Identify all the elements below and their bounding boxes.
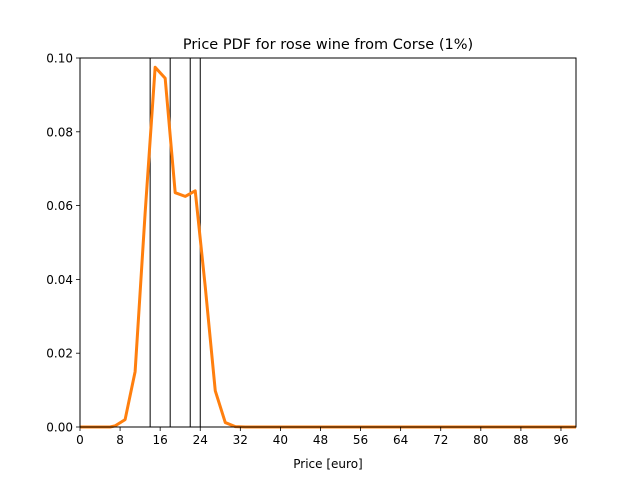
x-tick-label: 40 [273,433,288,447]
x-tick-label: 8 [116,433,124,447]
y-tick-label: 0.00 [46,421,73,435]
x-tick-label: 48 [313,433,328,447]
x-tick-label: 80 [473,433,488,447]
y-tick-label: 0.08 [46,125,73,139]
y-tick-label: 0.06 [46,199,73,213]
x-tick-label: 32 [233,433,248,447]
y-axis: 0.00 0.02 0.04 0.06 0.08 0.10 [46,52,80,435]
x-tick-label: 0 [76,433,84,447]
y-tick-label: 0.04 [46,273,73,287]
y-tick-label: 0.10 [46,52,73,66]
x-tick-label: 64 [393,433,408,447]
x-tick-label: 96 [553,433,568,447]
chart-title: Price PDF for rose wine from Corse (1%) [183,37,473,53]
x-axis-label: Price [euro] [293,457,362,471]
x-tick-label: 88 [513,433,528,447]
x-tick-label: 24 [193,433,208,447]
x-tick-label: 56 [353,433,368,447]
x-tick-label: 72 [433,433,448,447]
x-axis: 0 8 16 24 32 40 48 56 64 72 80 88 96 [76,427,569,447]
plot-frame [79,57,577,428]
y-tick-label: 0.02 [46,347,73,361]
x-tick-label: 16 [153,433,168,447]
